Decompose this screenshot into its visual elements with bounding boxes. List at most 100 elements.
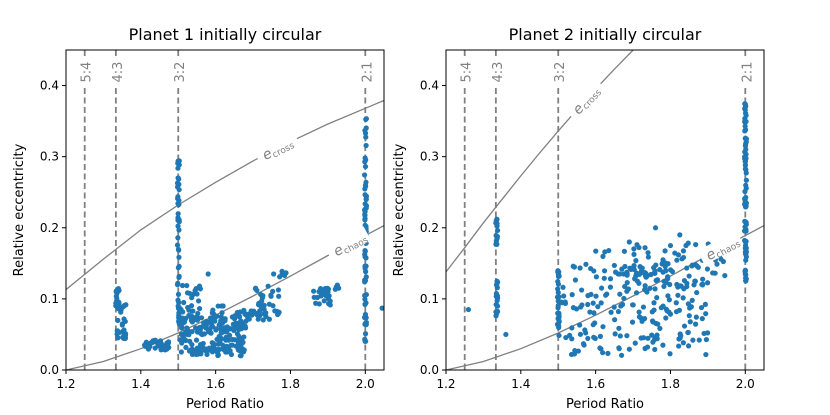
data-point [606, 247, 612, 254]
data-point [644, 289, 650, 295]
curve-e-cross [446, 50, 635, 273]
data-point [587, 309, 593, 315]
data-point [563, 334, 569, 341]
data-point [642, 283, 648, 289]
data-point [580, 341, 587, 347]
data-point [560, 284, 566, 290]
resonance-label-bg [739, 58, 753, 86]
data-point [181, 299, 187, 306]
data-point [189, 295, 195, 301]
data-point [209, 340, 215, 346]
data-point [694, 289, 700, 296]
data-point [600, 253, 606, 259]
data-point [591, 310, 597, 316]
data-point [116, 287, 122, 294]
data-point [645, 250, 651, 256]
data-point [642, 245, 648, 251]
data-point [555, 269, 561, 275]
data-point [362, 201, 368, 207]
data-point [680, 340, 686, 346]
data-point [710, 270, 716, 276]
data-point [743, 239, 749, 245]
data-point [742, 143, 749, 149]
data-point [556, 332, 562, 339]
data-point [228, 342, 234, 348]
data-point [743, 112, 749, 119]
data-point [611, 262, 617, 269]
y-axis-label: Relative eccentricity [392, 143, 407, 276]
data-point [636, 271, 642, 278]
x-axis-label: Period Ratio [566, 397, 644, 412]
axes-frame [65, 49, 385, 371]
data-point [363, 142, 369, 149]
data-point [649, 332, 655, 338]
resonance-label: 5:4 [80, 62, 95, 83]
data-point [218, 330, 224, 336]
data-point [686, 313, 692, 319]
data-point [577, 322, 583, 328]
data-point [362, 296, 368, 302]
resonance-label-bg [109, 58, 123, 86]
data-point [183, 344, 189, 351]
data-point [742, 162, 749, 168]
data-point [192, 288, 198, 294]
data-point [362, 292, 368, 299]
data-point [363, 315, 369, 321]
data-point [666, 297, 672, 303]
data-point [579, 287, 585, 293]
data-point [240, 339, 246, 345]
data-point [237, 347, 243, 354]
data-point [249, 312, 255, 318]
x-tick-label: 2.0 [356, 377, 375, 391]
resonance-label-bg [458, 58, 472, 86]
data-point [176, 254, 182, 260]
x-axis-label: Period Ratio [186, 397, 264, 412]
data-point [189, 328, 195, 335]
data-point [742, 201, 748, 207]
data-point [689, 297, 695, 303]
data-point [703, 351, 709, 358]
data-point [660, 269, 666, 275]
data-point [645, 254, 652, 260]
data-point [700, 276, 706, 282]
data-point [118, 309, 124, 315]
data-point [686, 273, 692, 279]
data-point [176, 197, 182, 204]
data-point [493, 282, 500, 288]
data-point [189, 341, 195, 348]
data-point [362, 211, 368, 218]
data-point [660, 303, 666, 309]
data-point [493, 232, 499, 239]
data-point [275, 310, 282, 316]
data-point [696, 337, 702, 343]
data-point [636, 314, 643, 320]
data-point [361, 172, 368, 178]
data-point [680, 254, 687, 261]
data-point [678, 333, 684, 339]
data-point [742, 155, 748, 161]
data-point [363, 157, 369, 163]
data-point [236, 327, 242, 333]
data-point [649, 309, 655, 315]
data-point [175, 297, 181, 303]
y-axis-label: Relative eccentricity [12, 143, 27, 276]
data-point [179, 282, 186, 289]
data-point [601, 275, 607, 281]
data-point [213, 326, 219, 332]
data-point [494, 303, 501, 309]
data-point [558, 299, 564, 305]
data-point [493, 309, 499, 315]
axes-frame [445, 49, 765, 371]
data-point [176, 273, 182, 279]
data-point [652, 268, 658, 274]
data-point [618, 352, 625, 358]
data-point [271, 271, 277, 277]
data-point [743, 118, 749, 125]
data-point [212, 318, 218, 324]
x-tick-label: 1.6 [206, 377, 225, 391]
data-point [577, 265, 583, 271]
data-point [164, 340, 170, 346]
data-point [119, 321, 126, 327]
data-point [681, 277, 688, 284]
